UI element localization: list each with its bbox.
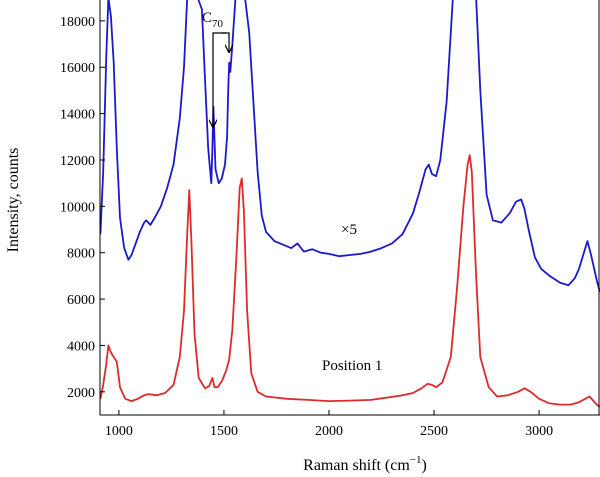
position-label: Position 1 <box>322 358 382 374</box>
series-blue-line <box>100 0 600 293</box>
series-layer <box>100 0 600 408</box>
y-tick-label: 12000 <box>60 154 95 169</box>
axes-layer: 1000 1500 2000 2500 3000 2000 4000 6000 8000 100… <box>60 0 600 439</box>
x-tick-label: 1000 <box>105 424 133 439</box>
c70-annotation: C70 <box>202 10 229 127</box>
y-tick-label: 4000 <box>67 339 95 354</box>
x-axis-label: Raman shift (cm−1) <box>303 454 427 474</box>
y-tick-label: 18000 <box>60 15 95 30</box>
x-tick-label: 2500 <box>420 424 448 439</box>
c70-arrow-left <box>213 32 226 127</box>
c70-arrow-right <box>222 32 229 52</box>
y-tick-label: 6000 <box>67 293 95 308</box>
scale-factor-label: ×5 <box>341 222 357 238</box>
y-ticks: 2000 4000 6000 8000 10000 12000 14000 16000 1800… <box>60 15 105 401</box>
plot-area <box>100 0 600 408</box>
y-tick-label: 8000 <box>67 247 95 262</box>
x-tick-label: 2000 <box>315 424 343 439</box>
c70-label: C70 <box>202 10 224 30</box>
series-red-line <box>100 154 600 408</box>
y-tick-label: 10000 <box>60 200 95 215</box>
x-tick-label: 3000 <box>525 424 553 439</box>
y-tick-label: 16000 <box>60 61 95 76</box>
y-tick-label: 14000 <box>60 108 95 123</box>
y-axis-label: Intensity, counts <box>5 148 22 253</box>
x-ticks: 1000 1500 2000 2500 3000 <box>105 410 553 439</box>
y-tick-label: 2000 <box>67 386 95 401</box>
x-tick-label: 1500 <box>210 424 238 439</box>
